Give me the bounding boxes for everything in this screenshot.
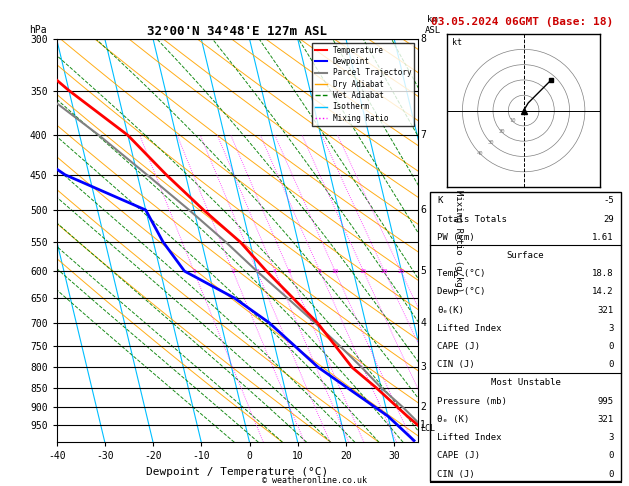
X-axis label: Dewpoint / Temperature (°C): Dewpoint / Temperature (°C) <box>147 467 328 477</box>
Text: θₑ(K): θₑ(K) <box>437 306 464 314</box>
Text: 29: 29 <box>603 214 614 224</box>
Text: 4: 4 <box>273 269 277 274</box>
Text: Temp (°C): Temp (°C) <box>437 269 486 278</box>
Text: Most Unstable: Most Unstable <box>491 379 560 387</box>
Title: 32°00'N 34°48'E 127m ASL: 32°00'N 34°48'E 127m ASL <box>147 25 328 38</box>
Text: CAPE (J): CAPE (J) <box>437 451 481 460</box>
Text: 1.61: 1.61 <box>593 233 614 242</box>
Text: 40: 40 <box>476 151 483 156</box>
Text: © weatheronline.co.uk: © weatheronline.co.uk <box>262 476 367 485</box>
Text: 25: 25 <box>397 269 404 274</box>
Text: 2: 2 <box>231 269 235 274</box>
Text: 3: 3 <box>608 324 614 333</box>
Text: 6: 6 <box>420 205 426 215</box>
Text: 14.2: 14.2 <box>593 287 614 296</box>
Text: 10: 10 <box>509 118 516 122</box>
Text: Mixing Ratio (g/kg): Mixing Ratio (g/kg) <box>454 190 464 292</box>
Text: 4: 4 <box>420 318 426 328</box>
Text: hPa: hPa <box>30 25 47 35</box>
Text: CAPE (J): CAPE (J) <box>437 342 481 351</box>
Text: kt: kt <box>452 38 462 47</box>
Text: 3: 3 <box>420 363 426 372</box>
Text: 321: 321 <box>598 306 614 314</box>
Text: 30: 30 <box>487 139 494 145</box>
Text: CIN (J): CIN (J) <box>437 469 475 479</box>
Text: 20: 20 <box>381 269 388 274</box>
Text: 321: 321 <box>598 415 614 424</box>
Text: 0: 0 <box>608 451 614 460</box>
Text: 15: 15 <box>360 269 367 274</box>
Text: 0: 0 <box>608 360 614 369</box>
Text: CIN (J): CIN (J) <box>437 360 475 369</box>
Text: 2: 2 <box>420 402 426 412</box>
Text: 8: 8 <box>318 269 322 274</box>
Text: PW (cm): PW (cm) <box>437 233 475 242</box>
Text: 03.05.2024 06GMT (Base: 18): 03.05.2024 06GMT (Base: 18) <box>431 17 613 27</box>
Text: 10: 10 <box>331 269 339 274</box>
Text: LCL: LCL <box>420 424 435 433</box>
Text: Lifted Index: Lifted Index <box>437 433 502 442</box>
Text: 5: 5 <box>420 266 426 276</box>
Text: 0: 0 <box>608 342 614 351</box>
Legend: Temperature, Dewpoint, Parcel Trajectory, Dry Adiabat, Wet Adiabat, Isotherm, Mi: Temperature, Dewpoint, Parcel Trajectory… <box>312 43 415 125</box>
Text: 1: 1 <box>192 269 196 274</box>
Text: -5: -5 <box>603 196 614 205</box>
Text: Pressure (mb): Pressure (mb) <box>437 397 507 406</box>
Text: θₑ (K): θₑ (K) <box>437 415 469 424</box>
Text: Dewp (°C): Dewp (°C) <box>437 287 486 296</box>
Text: 7: 7 <box>420 130 426 140</box>
Text: Surface: Surface <box>507 251 544 260</box>
Text: 0: 0 <box>608 469 614 479</box>
Text: 3: 3 <box>608 433 614 442</box>
Text: 3: 3 <box>255 269 259 274</box>
Text: 8: 8 <box>420 34 426 44</box>
Text: 1: 1 <box>420 420 426 430</box>
Text: Lifted Index: Lifted Index <box>437 324 502 333</box>
Text: Totals Totals: Totals Totals <box>437 214 507 224</box>
Text: km
ASL: km ASL <box>425 16 441 35</box>
Text: 5: 5 <box>287 269 291 274</box>
Text: K: K <box>437 196 443 205</box>
Text: 18.8: 18.8 <box>593 269 614 278</box>
Text: 20: 20 <box>498 129 505 134</box>
Text: 995: 995 <box>598 397 614 406</box>
